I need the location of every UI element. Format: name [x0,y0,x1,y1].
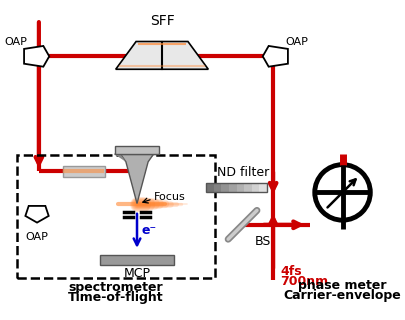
Bar [221,183,229,192]
Text: OAP: OAP [4,36,27,46]
Bar [63,165,104,177]
Bar [251,183,259,192]
Polygon shape [115,151,159,204]
Bar [206,183,266,192]
Text: 4fs: 4fs [280,265,301,277]
Bar [115,146,159,155]
Text: phase meter: phase meter [298,279,386,292]
Text: OAP: OAP [285,36,308,46]
Bar [17,156,214,278]
Text: OAP: OAP [26,232,48,242]
Bar [213,183,222,192]
Bar [243,183,252,192]
Circle shape [314,164,369,220]
Polygon shape [115,151,136,204]
Text: Time-of-flight: Time-of-flight [68,291,163,303]
Text: Focus: Focus [153,192,185,202]
Bar [236,183,244,192]
Text: ND filter: ND filter [217,166,269,180]
Polygon shape [262,46,287,67]
Text: SFF: SFF [149,14,174,28]
Text: spectrometer: spectrometer [68,281,163,294]
Polygon shape [25,206,49,223]
Polygon shape [24,46,49,67]
Text: e⁻: e⁻ [141,224,156,237]
Bar [258,183,266,192]
Text: 700nm: 700nm [280,275,328,288]
Bar [206,183,214,192]
Text: BS: BS [254,235,271,248]
Polygon shape [115,42,208,69]
Text: Carrier-envelope: Carrier-envelope [283,289,401,302]
Bar [100,255,174,265]
Text: MCP: MCP [123,268,150,280]
Bar [228,183,237,192]
